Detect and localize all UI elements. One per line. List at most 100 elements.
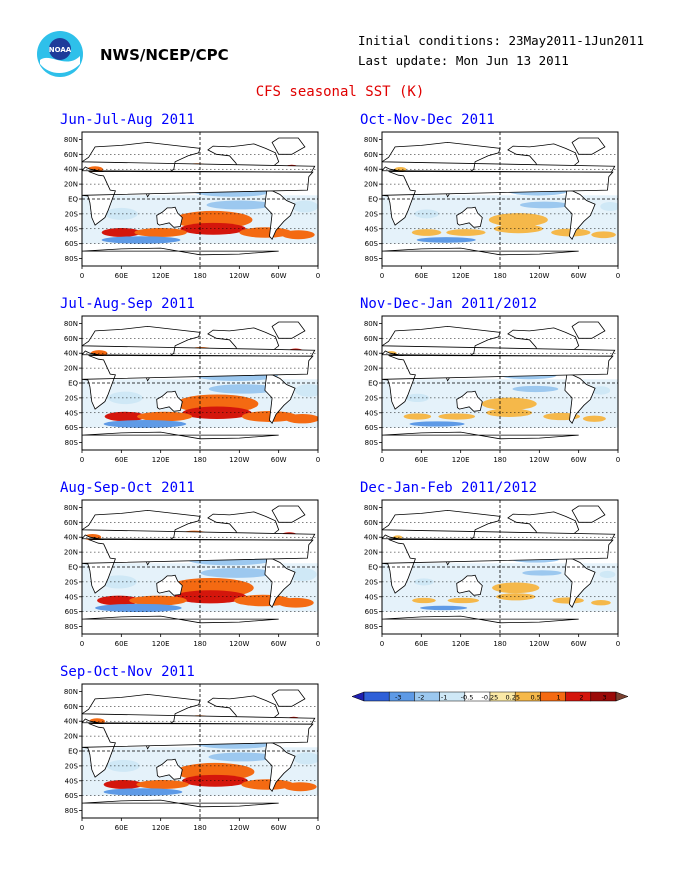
sst-anomaly [492,582,540,594]
sst-anomaly [200,568,273,578]
lon-label: 60W [571,640,587,648]
legend-label: 1 [557,694,561,702]
lon-label: 60E [115,640,128,648]
lon-label: 120E [452,272,470,280]
sst-anomaly [208,384,278,394]
lat-label: 40S [65,777,79,785]
sst-anomaly [512,385,559,393]
lat-label: 80N [64,136,78,144]
lon-label: 0 [380,640,384,648]
continent-outline [564,557,596,608]
panel-title: Nov-Dec-Jan 2011/2012 [360,296,538,312]
lon-label: 120W [529,640,549,648]
legend-swatch [388,691,415,702]
legend-label: 3 [602,694,606,702]
lat-label: 40S [365,593,379,601]
lat-label: 60S [365,240,379,248]
lon-label: 0 [80,824,84,832]
sst-anomaly [137,411,193,422]
lon-label: 120W [229,456,249,464]
lon-label: 60W [271,640,287,648]
lon-label: 60W [571,456,587,464]
sst-anomaly [295,384,318,397]
sst-anomaly [405,393,429,403]
lat-label: 80N [364,320,378,328]
sst-anomaly [239,227,292,238]
sst-anomaly [582,415,606,422]
continent-outline [456,574,483,596]
continent-outline [571,321,606,339]
lat-label: 80S [65,255,79,263]
sst-anomaly [180,222,246,235]
figure-title: CFS seasonal SST (K) [255,84,425,100]
sst-anomaly [136,780,189,789]
lat-label: 20S [365,578,379,586]
lat-label: 40S [65,225,79,233]
sst-panel: Jul-Aug-Sep 2011 80N 60N 40N 20N EQ 20S 40S 60S… [60,296,370,471]
panel-title: Oct-Nov-Dec 2011 [360,112,495,128]
panel-title: Aug-Sep-Oct 2011 [60,480,195,496]
sst-anomaly [496,593,536,601]
panel-title: Jul-Aug-Sep 2011 [60,296,195,312]
sst-anomaly [416,237,476,243]
continent-outline [564,373,596,424]
sst-anomaly [591,600,611,606]
lon-label: 180 [493,272,506,280]
lat-label: 20N [364,549,378,557]
panel-title: Dec-Jan-Feb 2011/2012 [360,480,538,496]
sst-anomaly [283,782,317,792]
continent-outline [156,390,183,412]
legend-label: 2 [579,694,583,702]
lat-label: 40S [65,409,79,417]
sst-anomaly [134,228,187,237]
continent-outline [382,431,579,450]
continent-outline [156,206,183,228]
sst-anomaly [403,413,432,420]
continent-outline [571,505,606,523]
lat-label: 80N [364,136,378,144]
lat-label: EQ [368,380,378,388]
lat-label: 60S [65,608,79,616]
lon-label: 0 [616,456,620,464]
sst-anomaly [208,752,275,762]
lon-label: 180 [493,640,506,648]
lon-label: 180 [193,456,206,464]
lat-label: 60N [64,703,78,711]
last-update-text: Last update: Mon Jun 13 2011 [358,53,569,68]
sst-anomaly [97,595,141,606]
lat-label: 20N [64,549,78,557]
organization-label: NWS/NCEP/CPC [100,46,229,64]
lat-label: 60S [65,240,79,248]
lat-label: EQ [68,564,78,572]
legend-label: -1 [441,694,447,702]
sst-panel: Nov-Dec-Jan 2011/2012 80N 60N 40N 20N EQ 20S 4… [360,296,670,471]
lat-label: 60S [365,608,379,616]
sst-anomaly [103,780,143,789]
sst-anomaly [95,603,182,613]
sst-anomaly [182,406,252,420]
sst-map: 80N 60N 40N 20N EQ 20S 40S 60S 80S 0 60E 120E 180 120… [364,315,620,464]
lon-label: 0 [316,824,320,832]
lat-label: 20S [65,210,79,218]
sst-anomaly [488,213,548,227]
lat-label: 20N [64,365,78,373]
sst-map: 80N 60N 40N 20N EQ 20S 40S 60S 80S 0 60E 120E 180 120… [364,499,620,648]
lon-label: 0 [616,272,620,280]
svg-text:NOAA: NOAA [49,46,72,54]
sst-anomaly [412,597,436,604]
legend-label: -2 [418,694,424,702]
sst-map: 80N 60N 40N 20N EQ 20S 40S 60S 80S 0 60E 120E 180 120… [364,131,620,280]
lat-label: 40N [64,350,78,358]
sst-anomaly [591,386,611,395]
continent-outline [264,557,296,608]
lat-label: 80N [64,320,78,328]
sst-anomaly [277,597,314,608]
sst-panel: Aug-Sep-Oct 2011 80N 60N 40N 20N EQ 20S 40S 60S… [60,480,370,655]
lat-label: 80N [64,688,78,696]
sst-anomaly [291,200,318,213]
lat-label: 80S [65,623,79,631]
lon-label: 0 [80,272,84,280]
lat-label: EQ [368,564,378,572]
lat-label: 40S [65,593,79,601]
lat-label: 40N [364,534,378,542]
